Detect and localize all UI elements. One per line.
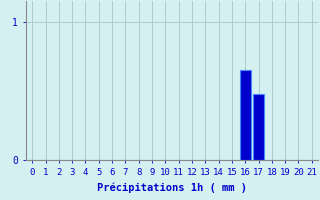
Bar <box>253 94 264 160</box>
Bar <box>240 70 251 160</box>
X-axis label: Précipitations 1h ( mm ): Précipitations 1h ( mm ) <box>97 182 247 193</box>
